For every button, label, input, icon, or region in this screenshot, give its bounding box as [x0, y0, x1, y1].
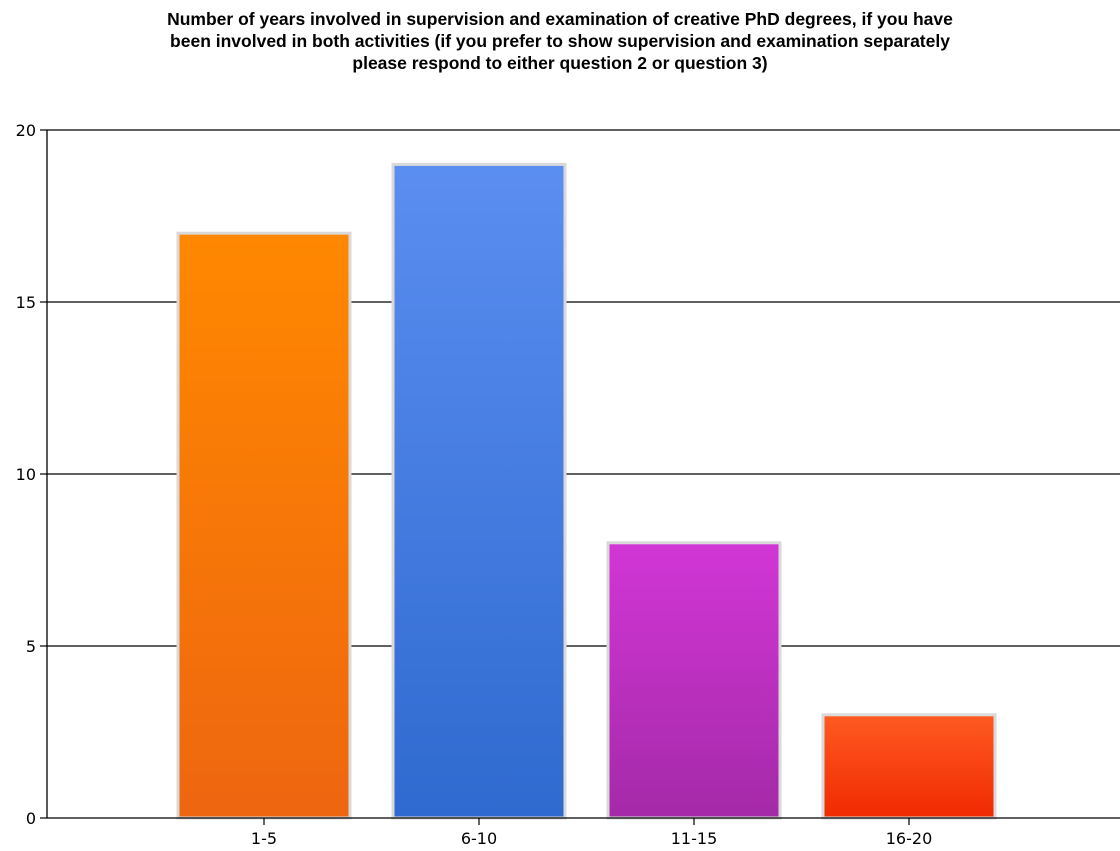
tick-labels: 0 5 10 15 20 1-5 6-10 11-15 16-20: [16, 121, 933, 848]
y-tick-label: 0: [26, 809, 36, 828]
bar-6-10: [391, 162, 567, 820]
bars: [176, 162, 997, 820]
x-tick-label: 6-10: [461, 829, 497, 848]
chart-title: Number of years involved in supervision …: [167, 9, 953, 73]
bar-11-15: [606, 541, 782, 820]
axes: [40, 129, 1120, 825]
y-tick-label: 10: [16, 465, 36, 484]
bar-16-20: [821, 713, 997, 820]
bar-1-5: [176, 231, 352, 820]
y-tick-label: 20: [16, 121, 36, 140]
x-tick-label: 1-5: [251, 829, 277, 848]
x-tick-label: 11-15: [671, 829, 718, 848]
x-tick-label: 16-20: [886, 829, 933, 848]
y-tick-label: 15: [16, 293, 36, 312]
y-tick-label: 5: [26, 637, 36, 656]
